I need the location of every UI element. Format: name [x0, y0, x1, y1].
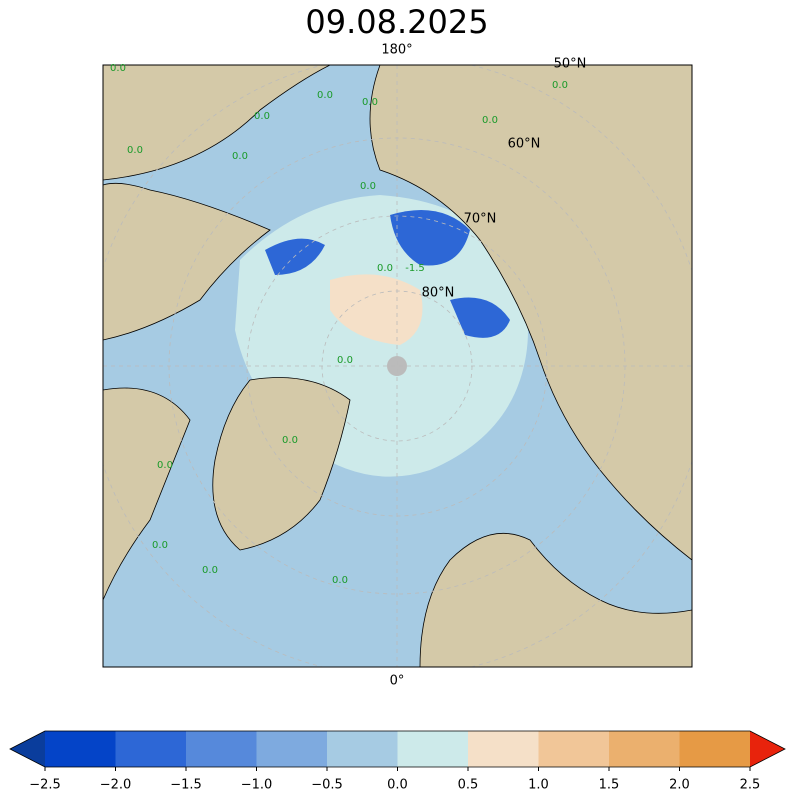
colorbar-bin [327, 731, 398, 767]
pole [387, 356, 407, 376]
contour-label: 0.0 [377, 263, 393, 274]
contour-label: 0.0 [282, 435, 298, 446]
lon-label: 180° [381, 43, 412, 58]
colorbar-tick-label: 2.5 [740, 778, 761, 793]
colorbar-bin [115, 731, 186, 767]
lat-label: 60°N [508, 137, 541, 152]
contour-labels: 0.0 0.0 0.0 0.0 0.0 0.0 0.0 0.0 0.0 0.0 0.0 0.0 0.0 0… [110, 63, 568, 586]
land [103, 182, 271, 341]
colorbar-tick-label: 2.0 [669, 778, 690, 793]
positive-anomaly [330, 274, 423, 345]
colorbar-tick-label: −2.5 [29, 778, 61, 793]
colorbar-bin [256, 731, 327, 767]
negative-anomaly [450, 297, 510, 338]
contour-label: 0.0 [337, 355, 353, 366]
negative-anomaly [265, 238, 325, 275]
greenland [212, 377, 351, 551]
colorbar-extend-high [750, 731, 785, 767]
colorbar-bin [609, 731, 680, 767]
colorbar-bin [468, 731, 539, 767]
lon-label: 0° [390, 674, 405, 689]
land [103, 387, 191, 601]
lat-label: 50°N [554, 57, 587, 72]
contour-label: 0.0 [360, 181, 376, 192]
contour-label: 0.0 [110, 63, 126, 74]
colorbar-bin [538, 731, 609, 767]
map: 180° 0° 50°N 60°N 70°N 80°N [102, 43, 693, 689]
colorbar-tick-label: 1.0 [528, 778, 549, 793]
colorbar: −2.5 −2.0 −1.5 −1.0 −0.5 0.0 0.5 1.0 1.5 2.0 2.5 [9, 730, 786, 793]
contour-label: 0.0 [157, 460, 173, 471]
colorbar-tick-label: −1.0 [241, 778, 273, 793]
colorbar-tick-label: −0.5 [311, 778, 343, 793]
land [369, 65, 692, 561]
colorbar-tick-label: −2.0 [100, 778, 132, 793]
contour-label: 0.0 [362, 97, 378, 108]
contour-label: 0.0 [152, 540, 168, 551]
contour-label: 0.0 [202, 565, 218, 576]
contour-label: -1.5 [405, 263, 425, 274]
colorbar-tick-label: −1.5 [170, 778, 202, 793]
contour-label: 0.0 [482, 115, 498, 126]
contour-label: 0.0 [254, 111, 270, 122]
contour-label: 0.0 [317, 90, 333, 101]
colorbar-bin [186, 731, 257, 767]
lat-label: 70°N [464, 212, 497, 227]
colorbar-tick-label: 1.5 [599, 778, 620, 793]
colorbar-extend-low [10, 731, 45, 767]
contour-label: 0.0 [332, 575, 348, 586]
lat-label: 80°N [422, 286, 455, 301]
contour-label: 0.0 [552, 80, 568, 91]
colorbar-tick-label: 0.0 [387, 778, 408, 793]
colorbar-tick-label: 0.5 [458, 778, 479, 793]
negative-anomaly [390, 210, 470, 266]
colorbar-bin [45, 731, 116, 767]
colorbar-bin [679, 731, 750, 767]
contour-label: 0.0 [232, 151, 248, 162]
contour-label: 0.0 [127, 145, 143, 156]
land [419, 533, 692, 667]
title: 09.08.2025 [305, 3, 488, 41]
colorbar-bin [397, 731, 468, 767]
map-frame [102, 64, 693, 668]
land [103, 65, 331, 181]
